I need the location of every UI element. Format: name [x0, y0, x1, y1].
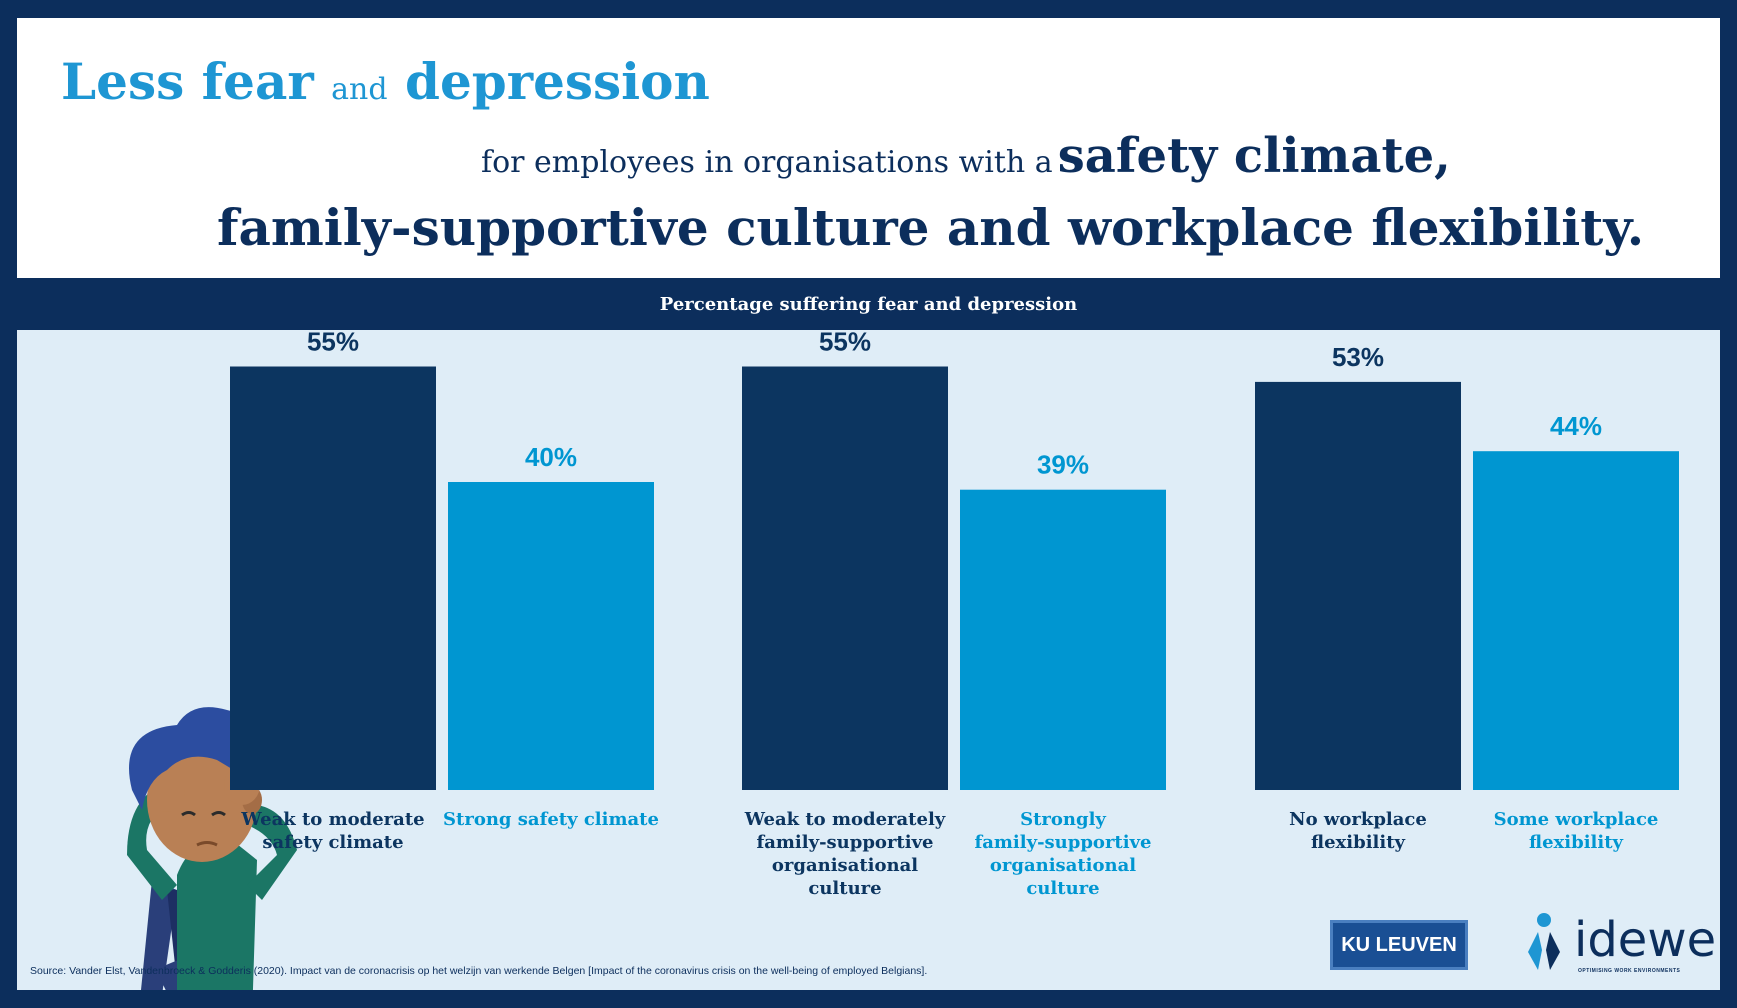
source-note: Source: Vander Elst, Vandenbroeck & Godd…	[30, 965, 928, 977]
main-title: Less fear and depression	[61, 52, 710, 111]
title-line2-lead: for employees in organisations with a	[481, 145, 1053, 180]
bar-0-1	[448, 482, 654, 790]
bar-1-1	[960, 489, 1166, 790]
category-label-1-0-3: culture	[808, 878, 881, 899]
bar-2-1	[1473, 451, 1679, 790]
category-label-0-0-1: safety climate	[262, 832, 403, 853]
category-label-1-0-0: Weak to moderately	[744, 809, 946, 830]
category-label-1-1-1: family-supportive	[974, 832, 1151, 853]
title-line2-bold: safety climate,	[1057, 128, 1451, 184]
title-line3: family-supportive culture and workplace …	[217, 198, 1645, 257]
bar-2-0	[1255, 381, 1461, 790]
bar-1-0	[742, 366, 948, 790]
category-label-0-0-0: Weak to moderate	[240, 809, 424, 830]
value-label-2-0: 53%	[1332, 342, 1384, 372]
category-label-1-1-3: culture	[1026, 878, 1099, 899]
ku-leuven-logo: KU LEUVEN	[1330, 920, 1468, 970]
value-label-1-0: 55%	[819, 330, 871, 357]
category-label-2-0-1: flexibility	[1311, 832, 1406, 853]
chart-subtitle: Percentage suffering fear and depression	[659, 293, 1078, 315]
idewe-mark-icon	[1528, 913, 1560, 970]
idewe-tagline: OPTIMISING WORK ENVIRONMENTS	[1578, 968, 1681, 974]
subtitle-bar: Percentage suffering fear and depression	[17, 278, 1720, 330]
idewe-wordmark: idewe	[1574, 912, 1717, 968]
value-label-0-0: 55%	[307, 330, 359, 357]
category-label-2-0-0: No workplace	[1289, 809, 1427, 830]
title-and: and	[331, 72, 388, 107]
bar-0-0	[230, 366, 436, 790]
value-label-2-1: 44%	[1550, 411, 1602, 441]
title-part1: Less fear	[61, 52, 314, 111]
title-line2: for employees in organisations with a sa…	[481, 128, 1451, 184]
category-label-1-1-2: organisational	[990, 855, 1136, 876]
value-label-0-1: 40%	[525, 442, 577, 472]
category-label-1-0-2: organisational	[772, 855, 918, 876]
category-label-1-0-1: family-supportive	[756, 832, 933, 853]
category-label-2-1-1: flexibility	[1529, 832, 1624, 853]
category-label-1-1-0: Strongly	[1020, 809, 1106, 830]
category-label-2-1-0: Some workplace	[1494, 809, 1659, 830]
title-part2: depression	[405, 52, 710, 111]
chart-panel: 55% Weak to moderate safety climate 40% Stro…	[17, 330, 1720, 990]
value-label-1-1: 39%	[1037, 450, 1089, 480]
idewe-logo: idewe OPTIMISING WORK ENVIRONMENTS	[1520, 912, 1716, 982]
category-label-0-1-0: Strong safety climate	[443, 809, 659, 830]
header-panel: Less fear and depression for employees i…	[17, 18, 1720, 278]
